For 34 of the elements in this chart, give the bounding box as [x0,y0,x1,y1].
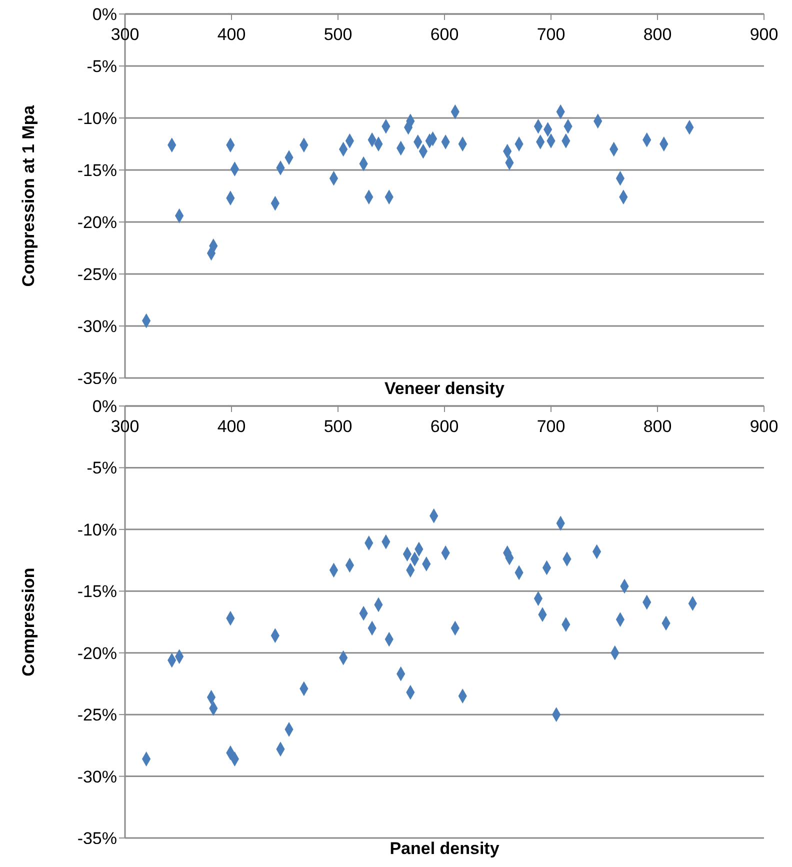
y-tick-label: -25% [77,706,117,725]
x-tick-label: 900 [750,417,778,436]
x-tick-label: 600 [430,25,459,44]
x-tick-label: 800 [643,417,672,436]
x-tick-label: 400 [217,417,246,436]
y-tick-label: -10% [77,109,117,128]
x-tick-label: 600 [430,417,459,436]
x-tick-label: 700 [536,417,566,436]
x-tick-label: 500 [324,25,352,44]
y-tick-label: -35% [77,829,117,848]
y-tick-label: -35% [77,369,117,388]
y-tick-label: -20% [77,644,117,663]
y-tick-label: -5% [86,458,117,478]
y-tick-label: -5% [86,57,117,76]
x-tick-label: 700 [536,25,566,44]
y-tick-label: 0% [92,5,117,24]
y-tick-label: -25% [77,265,117,284]
y-tick-label: -30% [77,317,117,336]
x-axis-title: Panel density [388,838,500,860]
x-tick-label: 400 [217,25,246,44]
x-axis-title: Veneer density [383,378,506,400]
x-tick-label: 500 [324,417,352,436]
y-tick-label: -10% [77,520,117,540]
y-tick-label: -15% [77,161,117,180]
y-tick-label: -30% [77,767,117,786]
y-tick-label: -20% [77,213,117,232]
x-tick-label: 300 [110,25,140,44]
y-tick-label: -15% [77,582,117,602]
y-axis-title: Compression at 1 Mpa [19,104,38,287]
x-tick-label: 900 [750,25,778,44]
x-tick-label: 800 [643,25,672,44]
x-tick-label: 300 [110,417,140,436]
y-axis-title: Compression [19,568,38,676]
y-tick-label: 0% [92,397,117,416]
